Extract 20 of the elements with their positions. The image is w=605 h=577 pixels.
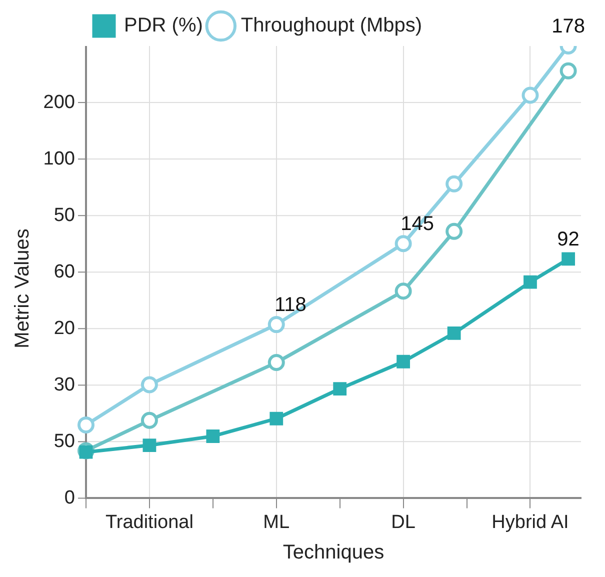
x-tick-label: Hybrid AI <box>492 512 569 533</box>
text: 0 <box>64 487 75 508</box>
text: 60 <box>54 261 75 282</box>
text: 20 <box>54 318 75 339</box>
annotation: 178 <box>552 16 585 38</box>
annotation: 118 <box>274 294 306 316</box>
x-tick-label: Traditional <box>105 512 194 533</box>
x-tick-label: ML <box>263 512 290 533</box>
annotation: 92 <box>557 228 580 250</box>
x-tick-label: DL <box>391 512 416 533</box>
annotation: 145 <box>400 213 434 236</box>
x-axis-title: Techniques <box>282 542 384 564</box>
text: 200 <box>43 92 75 113</box>
text: 100 <box>43 148 75 170</box>
text: 30 <box>54 374 75 396</box>
legend-label: Throughoupt (Mbps) <box>240 14 422 37</box>
text: 50 <box>54 430 75 452</box>
text: 50 <box>54 204 75 226</box>
y-axis-title: Metric Values <box>12 228 34 348</box>
legend-label: PDR (%) <box>124 14 203 37</box>
